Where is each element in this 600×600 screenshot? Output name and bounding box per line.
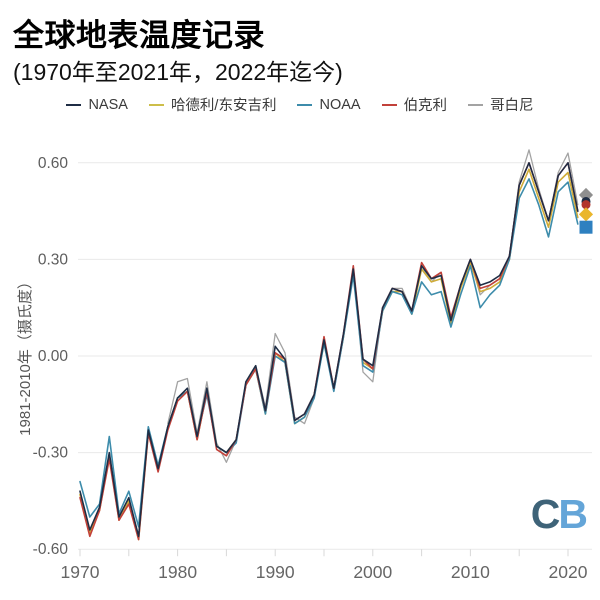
y-tick-label: 0.60 (38, 155, 69, 172)
y-tick-label: 0.00 (38, 348, 69, 365)
legend-item-hadley: 哈德利/东安吉利 (148, 94, 277, 115)
series-line-nasa (79, 162, 579, 538)
legend-item-copernicus: 哥白尼 (468, 94, 534, 115)
y-axis-label: 1981-2010年（摄氏度） (17, 274, 34, 436)
y-tick-label: 0.30 (38, 251, 69, 268)
marker-2022-diamond (578, 207, 594, 222)
y-tick-label: -0.30 (33, 445, 69, 462)
series-line-hadley-uea (79, 168, 579, 541)
noaa-line-swatch-icon (297, 103, 313, 106)
chart-legend: NASA 哈德利/东安吉利 NOAA 伯克利 哥白尼 (0, 94, 600, 115)
carbon-brief-logo: CB (530, 491, 588, 537)
marker-2022-square (579, 220, 593, 234)
chart-title: 全球地表温度记录 (13, 18, 265, 53)
x-tick-label: 1980 (158, 562, 197, 582)
legend-label: 哥白尼 (490, 98, 534, 114)
x-tick-label: 2000 (353, 562, 392, 582)
legend-item-nasa: NASA (66, 97, 128, 113)
y-tick-label: -0.60 (33, 541, 69, 558)
series-line-berkeley (79, 162, 579, 541)
chart-subtitle: (1970年至2021年，2022年迄今) (13, 59, 343, 85)
x-tick-label: 1970 (61, 562, 100, 582)
series-line-noaa (79, 178, 579, 528)
legend-item-noaa: NOAA (297, 96, 361, 113)
x-tick-label: 2010 (451, 562, 490, 582)
legend-label: NOAA (319, 96, 361, 113)
marker-2022-diamond (578, 187, 594, 203)
legend-label: 伯克利 (403, 98, 448, 114)
hadley-line-swatch-icon (148, 103, 164, 106)
copernicus-line-swatch-icon (468, 103, 484, 106)
legend-label: 哈德利/东安吉利 (170, 98, 277, 114)
legend-item-berkeley: 伯克利 (381, 94, 448, 115)
marker-2022-circle (581, 200, 591, 210)
legend-label: NASA (88, 96, 128, 113)
logo-letter-c: C (530, 491, 561, 537)
logo-letter-b: B (558, 491, 588, 537)
berkeley-line-swatch-icon (381, 103, 397, 106)
nasa-line-swatch-icon (66, 103, 82, 106)
series-line-copernicus (167, 149, 579, 463)
x-tick-label: 2020 (549, 562, 588, 582)
x-tick-label: 1990 (256, 562, 295, 582)
